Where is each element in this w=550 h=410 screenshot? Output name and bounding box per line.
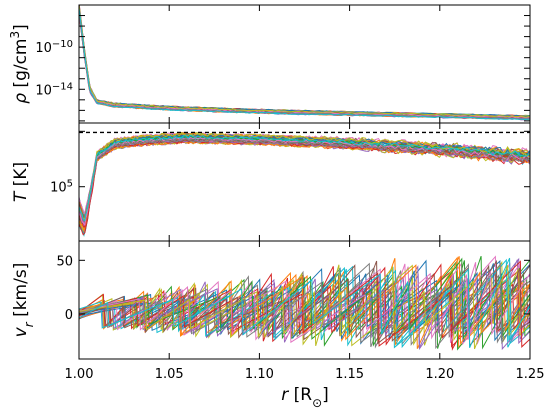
density-series-group [79,5,530,121]
density-series-line [79,5,530,119]
density-series-line [79,6,530,118]
temperature-series-group [79,131,530,237]
density-series-line [79,14,530,121]
x-tick-label: 1.20 [425,367,454,382]
x-tick-label: 1.05 [155,367,184,382]
density-series-line [79,7,530,121]
velocity-series-group [79,255,530,351]
density-series-line [79,5,530,117]
density-series-line [79,13,530,121]
density-series-line [79,10,530,119]
velocity-axis-label: vr [km/s] [11,263,36,338]
density-series-line [79,10,530,119]
density-series-line [79,5,530,117]
velocity-series-line [79,257,530,347]
velocity-series-line [79,264,530,340]
temperature-series-line [79,138,530,222]
temperature-series-line [79,133,530,224]
density-series-line [79,9,530,120]
density-series-line [79,10,530,120]
density-series-line [79,9,530,119]
density-series-line [79,8,530,118]
velocity-series-line [79,257,530,349]
velocity-series-line [79,260,530,348]
velocity-series-line [79,264,530,350]
x-tick-label: 1.25 [516,367,545,382]
y-tick-label: 10−14 [35,81,73,99]
tick-marks [78,4,531,359]
density-series-line [79,5,530,119]
density-series-line [79,7,530,120]
x-tick-label: 1.00 [65,367,94,382]
density-series-line [79,8,530,120]
temperature-series-line [79,137,530,226]
density-series-line [79,13,530,120]
density-series-line [79,6,530,120]
x-axis-label: r [R⊙] [281,385,329,410]
density-series-line [79,5,530,118]
density-series-line [79,5,530,118]
velocity-series-line [79,256,530,349]
density-series-line [79,7,530,117]
density-series-line [79,10,530,119]
velocity-series-line [79,262,530,345]
density-series-line [79,5,530,117]
velocity-series-line [79,265,530,349]
density-series-line [79,12,530,119]
density-series-line [79,5,530,120]
density-series-line [79,5,530,118]
density-series-line [79,12,530,120]
velocity-panel-frame [78,240,531,360]
temperature-series-line [79,134,530,222]
density-series-line [79,11,530,119]
y-tick-label: 10−10 [35,39,73,57]
density-series-line [79,11,530,120]
density-series-line [79,13,530,120]
density-series-line [79,5,530,118]
velocity-series-line [79,259,530,345]
y-tick-label: 105 [50,178,73,196]
temperature-series-line [79,132,530,220]
density-series-line [79,5,530,117]
temperature-series-line [79,135,530,223]
density-series-line [79,9,530,119]
density-series-line [79,9,530,119]
tick-labels: 1.00 1.05 1.10 1.15 1.20 1.25 10−10 10−14 105 0 50 [35,39,544,382]
y-tick-label: 50 [56,254,73,269]
velocity-series-line [79,271,530,344]
temperature-axis-label: T [K] [11,162,31,202]
velocity-series-line [79,271,530,350]
density-series-line [79,5,530,119]
density-series-line [79,5,530,119]
x-tick-label: 1.10 [245,367,274,382]
y-tick-label: 0 [65,308,73,323]
density-series-line [79,9,530,119]
density-axis-label: ρ [g/cm3] [8,24,31,104]
density-series-line [79,5,530,119]
velocity-series-line [79,265,530,349]
velocity-series-line [79,256,530,349]
density-series-line [79,12,530,119]
x-tick-label: 1.15 [335,367,364,382]
density-series-line [79,10,530,120]
